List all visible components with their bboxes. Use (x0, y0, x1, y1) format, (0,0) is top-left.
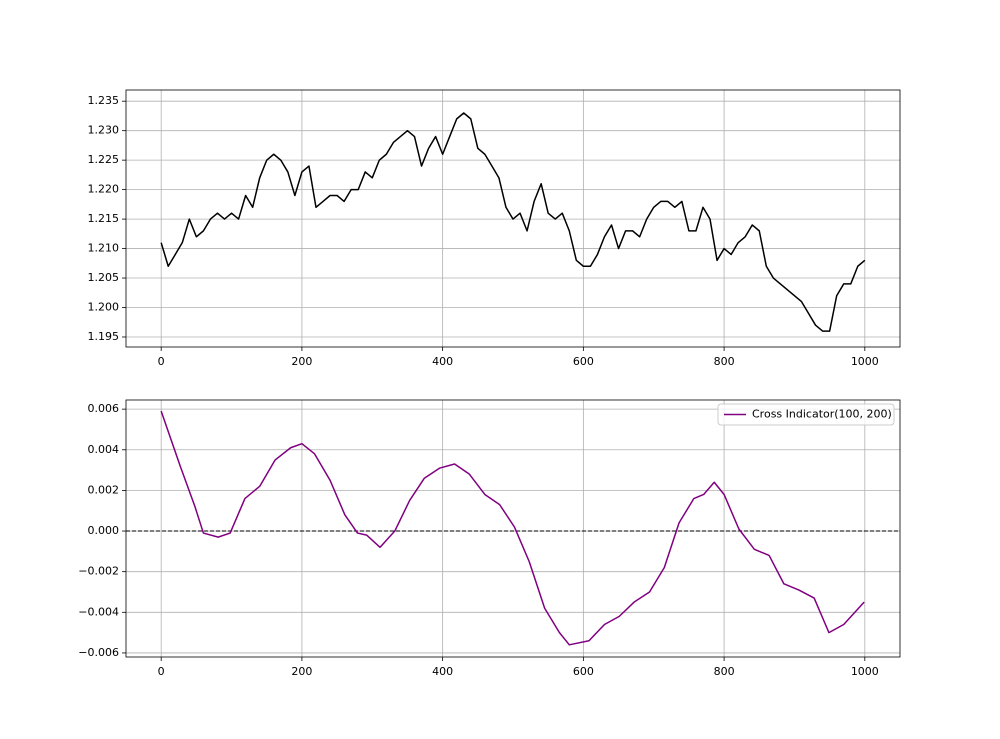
x-tick-label: 800 (714, 665, 735, 678)
y-tick-label: 1.195 (88, 330, 120, 343)
y-tick-label: 1.220 (88, 183, 120, 196)
y-tick-label: 1.235 (88, 94, 120, 107)
x-tick-label: 200 (291, 665, 312, 678)
y-tick-label: 0.006 (88, 402, 120, 415)
x-tick-label: 1000 (851, 665, 879, 678)
y-tick-label: −0.006 (78, 646, 119, 659)
y-tick-label: 1.210 (88, 242, 120, 255)
data-line (160, 410, 865, 646)
legend-box (717, 403, 895, 426)
legend: Cross Indicator(100, 200) (717, 403, 895, 426)
y-tick-label: 1.205 (88, 271, 120, 284)
x-tick-label: 0 (158, 355, 165, 368)
y-tick-label: 1.200 (88, 301, 120, 314)
y-tick-label: 1.225 (88, 153, 120, 166)
x-tick-label: 600 (573, 665, 594, 678)
axes-frame (125, 399, 901, 658)
x-tick-label: 1000 (851, 355, 879, 368)
y-tick-label: 0.000 (88, 524, 120, 537)
axes-frame (125, 89, 901, 348)
x-tick-label: 400 (432, 665, 453, 678)
y-tick-label: −0.002 (78, 565, 119, 578)
y-tick-label: 0.002 (88, 483, 120, 496)
y-tick-label: 1.215 (88, 212, 120, 225)
y-tick-label: −0.004 (78, 605, 119, 618)
y-tick-label: 0.004 (88, 443, 120, 456)
x-tick-label: 400 (432, 355, 453, 368)
data-line (160, 112, 866, 332)
x-tick-label: 800 (714, 355, 735, 368)
x-tick-label: 0 (158, 665, 165, 678)
y-tick-label: 1.230 (88, 124, 120, 137)
x-tick-label: 200 (291, 355, 312, 368)
x-tick-label: 600 (573, 355, 594, 368)
legend-label: Cross Indicator(100, 200) (752, 408, 892, 421)
